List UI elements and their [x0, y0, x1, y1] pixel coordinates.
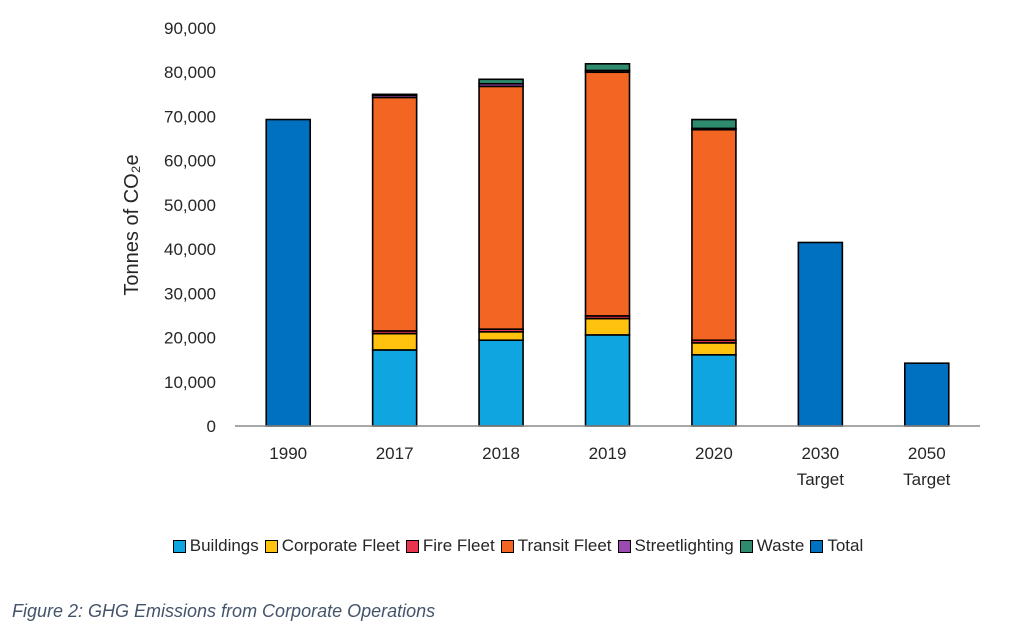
bar-total	[797, 241, 844, 427]
legend-label: Total	[827, 536, 864, 555]
y-tick-label: 20,000	[164, 329, 216, 348]
legend-swatch	[617, 539, 631, 553]
bar-transit-fleet	[584, 71, 631, 317]
legend-item-buildings: Buildings	[172, 536, 259, 556]
bar-group-2020	[691, 118, 737, 427]
bar-group-2019	[584, 63, 631, 427]
y-tick-label: 40,000	[164, 240, 216, 259]
bar-groups	[265, 63, 950, 427]
y-tick-label: 80,000	[164, 63, 216, 82]
y-axis-label: Tonnes of CO₂e	[121, 154, 143, 295]
bar-waste	[584, 63, 631, 72]
y-tick-label: 30,000	[164, 284, 216, 303]
bar-buildings	[584, 334, 631, 427]
bar-buildings	[371, 349, 418, 427]
x-tick-label: 2050	[908, 444, 946, 463]
bar-buildings	[478, 339, 524, 427]
legend-label: Transit Fleet	[517, 536, 612, 555]
y-tick-label: 70,000	[164, 107, 216, 126]
legend-swatch	[739, 539, 753, 553]
y-tick-label: 60,000	[164, 152, 216, 171]
bar-transit-fleet	[371, 96, 418, 332]
x-tick-label: Target	[797, 470, 845, 489]
bar-corporate-fleet	[691, 342, 737, 356]
figure-caption: Figure 2: GHG Emissions from Corporate O…	[12, 601, 436, 621]
bar-waste	[691, 118, 737, 130]
x-tick-label: 2018	[482, 444, 520, 463]
legend-item-streetlighting: Streetlighting	[617, 536, 734, 556]
bar-buildings	[691, 354, 737, 427]
legend-item-fire-fleet: Fire Fleet	[405, 536, 495, 556]
legend-item-total: Total	[810, 536, 863, 556]
legend-swatch	[500, 539, 514, 553]
bar-waste	[371, 93, 418, 97]
legend-swatch	[172, 539, 186, 553]
legend-item-transit-fleet: Transit Fleet	[500, 536, 612, 556]
y-tick-label: 90,000	[164, 19, 216, 38]
x-tick-label: 2019	[589, 444, 627, 463]
x-tick-label: Target	[903, 470, 951, 489]
legend-swatch	[264, 539, 278, 553]
bar-total	[903, 362, 950, 427]
bar-total	[265, 118, 312, 427]
bar-waste	[478, 78, 524, 85]
bar-transit-fleet	[691, 128, 737, 342]
bar-group-2050-target	[903, 362, 950, 427]
bar-group-2018	[478, 78, 524, 427]
x-tick-label: 2030	[801, 444, 839, 463]
legend-label: Buildings	[189, 536, 259, 555]
y-tick-label: 50,000	[164, 196, 216, 215]
legend-swatch	[810, 539, 824, 553]
y-tick-label: 0	[207, 417, 216, 436]
legend-label: Waste	[756, 536, 805, 555]
legend-label: Fire Fleet	[422, 536, 495, 555]
x-tick-label: 2017	[376, 444, 414, 463]
bar-group-2017	[371, 93, 418, 427]
bar-corporate-fleet	[371, 332, 418, 351]
x-axis-ticks: 1990 2017 2018 2019 2020 2030 Target 2050 Target	[269, 444, 950, 489]
emissions-chart: 0 10,000 20,000 30,000 40,000 50,000 60,000 70,…	[121, 19, 980, 489]
legend-item-corporate-fleet: Corporate Fleet	[264, 536, 400, 556]
y-tick-label: 10,000	[164, 373, 216, 392]
x-tick-label: 2020	[695, 444, 733, 463]
chart-legend: Buildings Corporate Fleet Fire Fleet Transi…	[0, 536, 1036, 558]
legend-swatch	[405, 539, 419, 553]
bar-group-1990	[265, 118, 312, 427]
legend-label: Corporate Fleet	[281, 536, 400, 555]
legend-label: Streetlighting	[634, 536, 734, 555]
x-tick-label: 1990	[269, 444, 307, 463]
bar-group-2030-target	[797, 241, 844, 427]
bar-corporate-fleet	[584, 317, 631, 336]
y-axis-ticks: 0 10,000 20,000 30,000 40,000 50,000 60,000 70,…	[164, 19, 216, 436]
bar-transit-fleet	[478, 85, 524, 330]
legend-item-waste: Waste	[739, 536, 805, 556]
bar-corporate-fleet	[478, 331, 524, 342]
